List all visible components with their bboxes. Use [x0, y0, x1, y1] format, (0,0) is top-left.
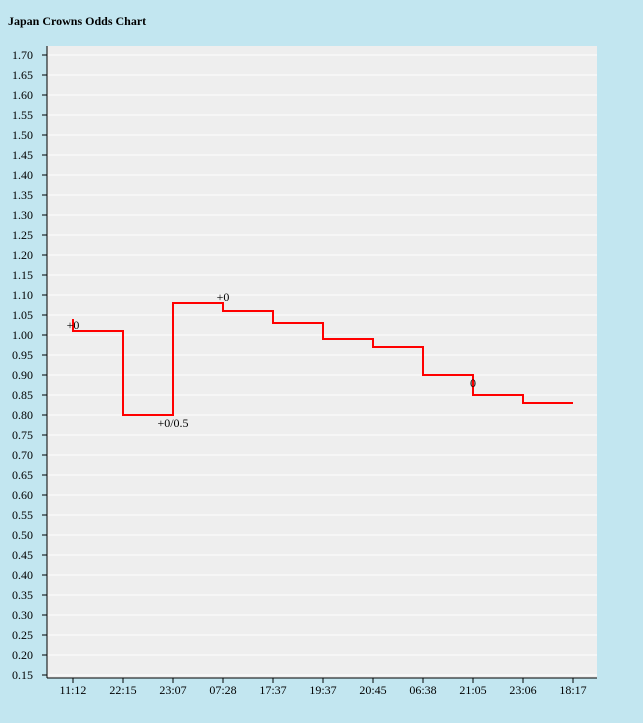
x-tick-label: 06:38 [409, 683, 436, 697]
chart-title: Japan Crowns Odds Chart [8, 14, 147, 28]
y-tick-label: 0.65 [12, 468, 33, 482]
y-tick-label: 0.50 [12, 528, 33, 542]
y-tick-label: 1.55 [12, 108, 33, 122]
y-tick-label: 1.05 [12, 308, 33, 322]
y-tick-label: 1.45 [12, 148, 33, 162]
x-tick-label: 11:12 [60, 683, 87, 697]
x-tick-label: 22:15 [109, 683, 136, 697]
x-tick-label: 20:45 [359, 683, 386, 697]
y-tick-label: 0.80 [12, 408, 33, 422]
y-tick-label: 1.60 [12, 88, 33, 102]
y-tick-label: 1.25 [12, 228, 33, 242]
y-tick-label: 0.90 [12, 368, 33, 382]
x-tick-label: 23:07 [159, 683, 186, 697]
y-tick-label: 0.55 [12, 508, 33, 522]
annotation-label: +0/0.5 [157, 416, 188, 430]
y-tick-label: 1.65 [12, 68, 33, 82]
y-tick-label: 0.70 [12, 448, 33, 462]
y-tick-label: 0.25 [12, 628, 33, 642]
y-tick-label: 1.00 [12, 328, 33, 342]
x-tick-label: 21:05 [459, 683, 486, 697]
y-tick-label: 0.35 [12, 588, 33, 602]
y-tick-label: 1.50 [12, 128, 33, 142]
y-tick-label: 0.40 [12, 568, 33, 582]
y-tick-label: 0.15 [12, 668, 33, 682]
y-tick-label: 0.60 [12, 488, 33, 502]
annotation-label: 0 [470, 376, 476, 390]
y-tick-label: 1.10 [12, 288, 33, 302]
y-tick-label: 1.70 [12, 48, 33, 62]
y-tick-label: 0.30 [12, 608, 33, 622]
annotation-label: +0 [67, 318, 80, 332]
y-tick-label: 1.15 [12, 268, 33, 282]
y-tick-label: 1.35 [12, 188, 33, 202]
y-tick-label: 0.95 [12, 348, 33, 362]
y-tick-label: 1.30 [12, 208, 33, 222]
y-tick-label: 0.45 [12, 548, 33, 562]
y-tick-label: 0.20 [12, 648, 33, 662]
x-tick-label: 19:37 [309, 683, 336, 697]
y-tick-label: 1.20 [12, 248, 33, 262]
y-tick-label: 1.40 [12, 168, 33, 182]
x-tick-label: 18:17 [559, 683, 586, 697]
annotation-label: +0 [217, 290, 230, 304]
y-tick-label: 0.85 [12, 388, 33, 402]
plot-area [47, 46, 597, 678]
x-tick-label: 17:37 [259, 683, 286, 697]
odds-series-line [72, 302, 573, 416]
x-tick-label: 23:06 [509, 683, 536, 697]
x-tick-label: 07:28 [209, 683, 236, 697]
y-tick-label: 0.75 [12, 428, 33, 442]
